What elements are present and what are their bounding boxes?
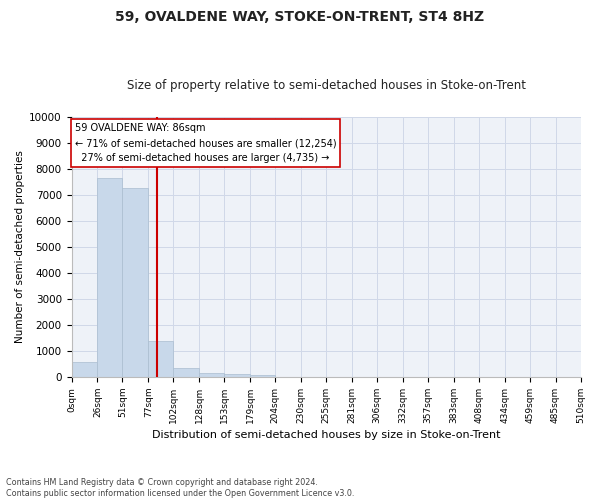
Bar xyxy=(71,362,97,377)
Title: Size of property relative to semi-detached houses in Stoke-on-Trent: Size of property relative to semi-detach… xyxy=(127,79,526,92)
Bar xyxy=(224,374,250,377)
X-axis label: Distribution of semi-detached houses by size in Stoke-on-Trent: Distribution of semi-detached houses by … xyxy=(152,430,500,440)
Bar xyxy=(250,374,275,377)
Bar xyxy=(97,178,122,377)
Y-axis label: Number of semi-detached properties: Number of semi-detached properties xyxy=(15,150,25,344)
Text: Contains HM Land Registry data © Crown copyright and database right 2024.
Contai: Contains HM Land Registry data © Crown c… xyxy=(6,478,355,498)
Bar xyxy=(122,188,148,377)
Bar xyxy=(199,372,224,377)
Text: 59, OVALDENE WAY, STOKE-ON-TRENT, ST4 8HZ: 59, OVALDENE WAY, STOKE-ON-TRENT, ST4 8H… xyxy=(115,10,485,24)
Bar xyxy=(148,342,173,377)
Bar xyxy=(173,368,199,377)
Text: 59 OVALDENE WAY: 86sqm
← 71% of semi-detached houses are smaller (12,254)
  27% : 59 OVALDENE WAY: 86sqm ← 71% of semi-det… xyxy=(74,124,336,163)
